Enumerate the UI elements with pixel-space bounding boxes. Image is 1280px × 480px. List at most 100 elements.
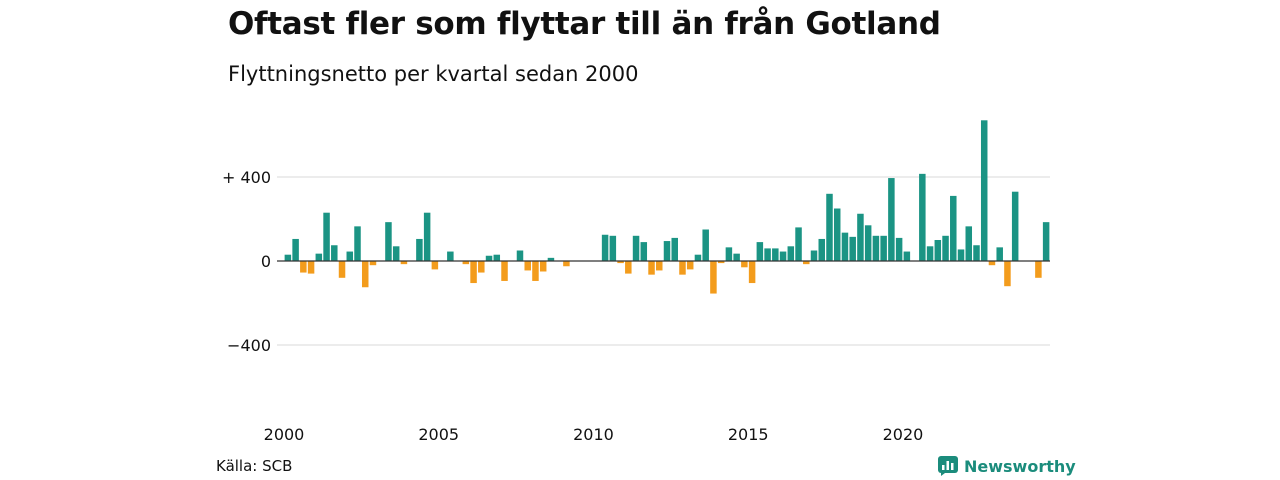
bar <box>315 253 323 261</box>
x-tick-label: 2005 <box>418 425 459 444</box>
bar <box>741 261 748 268</box>
bar <box>919 173 926 261</box>
bar <box>872 235 880 261</box>
bar <box>493 254 501 261</box>
bar <box>447 251 454 261</box>
brand-name: Newsworthy <box>964 456 1076 476</box>
bar <box>686 261 694 270</box>
chart-title: Oftast fler som flyttar till än från Got… <box>228 6 941 42</box>
bar <box>980 120 988 261</box>
bar <box>423 212 431 261</box>
bar <box>307 261 315 274</box>
bar <box>1011 191 1019 261</box>
bar <box>663 241 671 261</box>
bar <box>632 235 640 261</box>
bar <box>462 261 470 265</box>
bar <box>764 248 771 261</box>
x-tick-label: 2015 <box>728 425 769 444</box>
bar <box>516 250 524 261</box>
bar <box>795 227 802 261</box>
bar <box>1004 261 1011 287</box>
chart-subtitle: Flyttningsnetto per kvartal sedan 2000 <box>228 62 639 86</box>
bar <box>880 235 887 261</box>
bar <box>888 178 895 261</box>
y-tick-labels: + 400 0 −400 <box>222 168 271 355</box>
bar <box>609 235 617 261</box>
bar <box>400 261 408 265</box>
bar <box>702 229 709 261</box>
bar <box>772 248 779 261</box>
bar <box>826 193 833 261</box>
brand[interactable]: Newsworthy <box>938 456 1076 476</box>
bar <box>532 261 539 281</box>
bar <box>934 240 942 261</box>
bar <box>1035 261 1042 278</box>
bar <box>524 261 531 271</box>
bar <box>950 195 957 261</box>
y-tick-label: + 400 <box>222 168 271 187</box>
bar <box>601 234 609 261</box>
bar <box>779 251 787 261</box>
bar <box>841 232 849 261</box>
y-tick-label: −400 <box>227 336 271 355</box>
bar <box>346 251 354 261</box>
bar <box>988 261 996 266</box>
bar <box>300 261 307 273</box>
bar <box>431 261 439 270</box>
bar <box>640 242 648 261</box>
bar <box>818 238 825 261</box>
bar <box>617 261 624 264</box>
bar <box>485 255 493 261</box>
bar <box>787 246 795 261</box>
x-tick-label: 2010 <box>573 425 614 444</box>
bar <box>547 257 555 261</box>
bar <box>957 249 965 261</box>
bar <box>679 261 686 275</box>
bar <box>857 213 864 261</box>
bar <box>470 261 477 284</box>
x-tick-label: 2000 <box>264 425 305 444</box>
bar <box>725 247 733 261</box>
newsworthy-logo-icon <box>938 456 958 476</box>
source-note: Källa: SCB <box>216 457 293 475</box>
y-tick-label: 0 <box>261 252 271 271</box>
bar <box>361 261 369 288</box>
bar <box>694 254 702 261</box>
bar <box>833 208 841 261</box>
bar <box>501 261 508 281</box>
bars <box>284 120 1050 294</box>
bar <box>810 250 818 261</box>
bar <box>803 261 810 265</box>
bar <box>416 238 423 261</box>
bar <box>385 222 392 261</box>
bar <box>539 261 547 272</box>
bar <box>973 245 980 261</box>
bar <box>354 226 361 261</box>
bar <box>864 225 872 261</box>
bar <box>895 237 903 261</box>
bar-chart: + 400 0 −400 2000 2005 2010 2015 2020 <box>222 120 1050 444</box>
bar <box>1042 222 1050 261</box>
bar <box>710 261 717 294</box>
bar <box>656 261 663 271</box>
x-tick-label: 2020 <box>883 425 924 444</box>
bar <box>392 246 400 261</box>
bar <box>563 261 570 267</box>
bar <box>369 261 377 266</box>
bar <box>733 253 740 261</box>
x-tick-labels: 2000 2005 2010 2015 2020 <box>264 425 924 444</box>
bar <box>996 247 1003 261</box>
bar <box>903 251 911 261</box>
bar <box>748 261 756 284</box>
bar <box>625 261 632 274</box>
bar <box>965 226 973 261</box>
bar <box>478 261 485 273</box>
bar <box>323 212 330 261</box>
bar <box>331 245 338 261</box>
bar <box>849 236 856 261</box>
bar <box>648 261 655 275</box>
bar <box>338 261 346 278</box>
bar <box>671 237 678 261</box>
bar <box>717 261 725 264</box>
bar <box>942 235 949 261</box>
